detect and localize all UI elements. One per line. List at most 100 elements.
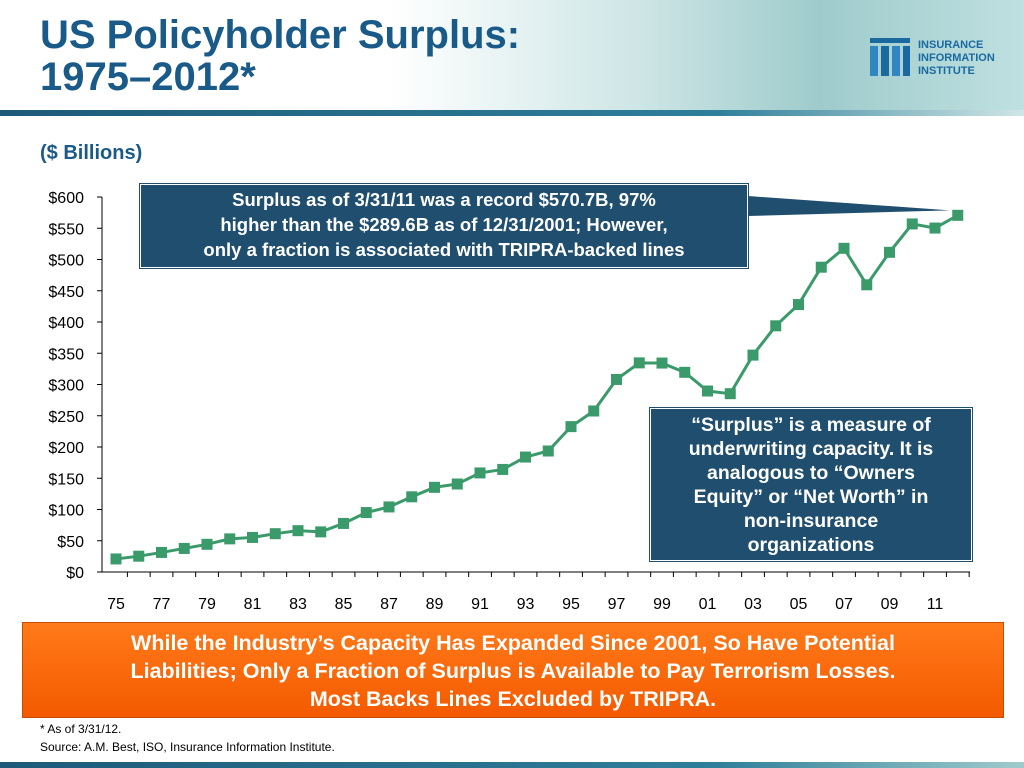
x-tick-label: 09 (881, 596, 899, 613)
x-tick-label: 91 (471, 596, 489, 613)
x-tick-label: 85 (335, 596, 353, 613)
record-callout-line-1: Surplus as of 3/31/11 was a record $570.… (232, 189, 656, 210)
callout-pointer (748, 196, 950, 216)
y-tick-label: $500 (48, 253, 84, 270)
data-point (588, 405, 600, 417)
data-point (269, 528, 281, 540)
y-tick-label: $100 (48, 503, 84, 520)
x-tick-label: 87 (380, 596, 398, 613)
y-tick-label: $50 (57, 534, 84, 551)
record-callout-line-3: only a fraction is associated with TRIPR… (203, 239, 685, 260)
data-point (702, 385, 713, 397)
x-tick-label: 81 (244, 596, 262, 613)
data-point (497, 463, 509, 475)
definition-line-6: organizations (747, 534, 875, 556)
header-rule (0, 110, 1024, 116)
x-tick-label: 75 (107, 596, 125, 613)
x-tick-label: 77 (153, 596, 171, 613)
data-point (838, 242, 850, 254)
data-point (247, 531, 258, 543)
title-line-2: 1975–2012* (40, 55, 256, 99)
data-point (338, 517, 349, 529)
data-point (747, 349, 759, 361)
data-point (360, 507, 372, 519)
x-tick-label: 11 (927, 596, 944, 613)
x-tick-label: 01 (699, 596, 717, 613)
x-tick-label: 05 (790, 596, 808, 613)
data-point (520, 451, 531, 463)
banner-line-3: Most Backs Lines Excluded by TRIPRA. (309, 687, 717, 711)
data-point (406, 491, 418, 503)
banner-line-2: Liabilities; Only a Fraction of Surplus … (130, 659, 896, 683)
definition-line-5: non-insurance (743, 510, 879, 532)
y-tick-label: $200 (48, 440, 84, 457)
logo-text: INSURANCE INFORMATION INSTITUTE (918, 39, 995, 78)
series-surplus (110, 196, 964, 565)
title-line-1: US Policyholder Surplus: (40, 13, 521, 57)
header-band (0, 0, 1024, 112)
data-point (815, 261, 827, 273)
data-point (793, 299, 804, 311)
data-point (952, 209, 964, 221)
y-tick-label: $250 (48, 409, 84, 426)
data-point (315, 526, 327, 538)
y-tick-label: $300 (48, 378, 84, 395)
data-point (861, 279, 873, 291)
y-tick-label: $400 (48, 315, 84, 332)
source-note: Source: A.M. Best, ISO, Insurance Inform… (40, 740, 335, 754)
y-tick-label: $350 (48, 346, 84, 363)
definition-line-1: “Surplus” is a measure of (691, 414, 931, 436)
x-tick-label: 93 (517, 596, 535, 613)
iii-logo-icon (870, 38, 910, 76)
y-axis: $0 $50 $100 $150 $200 $250 $300 $350 $400 $450 $50… (48, 190, 103, 582)
page-title: US Policyholder Surplus: 1975–2012* (40, 14, 520, 98)
data-point (929, 222, 941, 234)
x-tick-label: 95 (562, 596, 580, 613)
data-point (133, 550, 145, 562)
footnote: * As of 3/31/12. (40, 722, 122, 736)
x-tick-label: 79 (198, 596, 216, 613)
data-point (770, 320, 782, 332)
definition-line-2: underwriting capacity. It is (688, 438, 934, 460)
data-point (110, 553, 122, 565)
x-tick-label: 89 (426, 596, 444, 613)
capacity-banner: While the Industry’s Capacity Has Expand… (22, 622, 1004, 718)
data-point (724, 388, 736, 400)
record-surplus-callout: Surplus as of 3/31/11 was a record $570.… (140, 184, 748, 268)
data-point (611, 373, 622, 385)
data-point (884, 246, 895, 258)
units-label: ($ Billions) (40, 142, 143, 164)
data-point (156, 546, 167, 558)
x-axis: 75 77 79 81 83 85 87 89 91 93 95 97 99 01 03 05 07 09 11 (102, 571, 970, 613)
x-tick-label: 07 (835, 596, 853, 613)
y-tick-label: $0 (66, 565, 84, 582)
definition-line-4: Equity” or “Net Worth” in (693, 486, 929, 508)
data-point (178, 542, 190, 554)
data-point (679, 366, 691, 378)
data-point (656, 357, 668, 369)
surplus-definition-callout: “Surplus” is a measure of underwriting c… (650, 408, 972, 561)
data-point (224, 533, 236, 545)
data-point (201, 538, 213, 550)
y-tick-label: $600 (48, 190, 84, 207)
x-tick-label: 99 (653, 596, 671, 613)
definition-line-3: analogous to “Owners (706, 462, 916, 484)
data-point (474, 467, 486, 479)
bottom-rule (0, 762, 1024, 768)
logo-line-2: INFORMATION (918, 52, 995, 64)
data-point (292, 525, 304, 537)
data-point (383, 501, 395, 513)
data-point (565, 421, 577, 433)
y-tick-label: $550 (48, 221, 84, 238)
y-tick-label: $450 (48, 284, 84, 301)
x-tick-label: 83 (289, 596, 307, 613)
logo-line-3: INSTITUTE (918, 65, 975, 77)
surplus-line-chart: $0 $50 $100 $150 $200 $250 $300 $350 $400 $450 $50… (48, 190, 970, 613)
x-tick-label: 97 (608, 596, 626, 613)
record-callout-line-2: higher than the $289.6B as of 12/31/2001… (220, 214, 668, 235)
banner-line-1: While the Industry’s Capacity Has Expand… (131, 631, 895, 655)
iii-logo: INSURANCE INFORMATION INSTITUTE (868, 36, 1018, 80)
data-point (542, 445, 554, 457)
data-point (906, 218, 918, 230)
y-tick-label: $150 (48, 471, 84, 488)
